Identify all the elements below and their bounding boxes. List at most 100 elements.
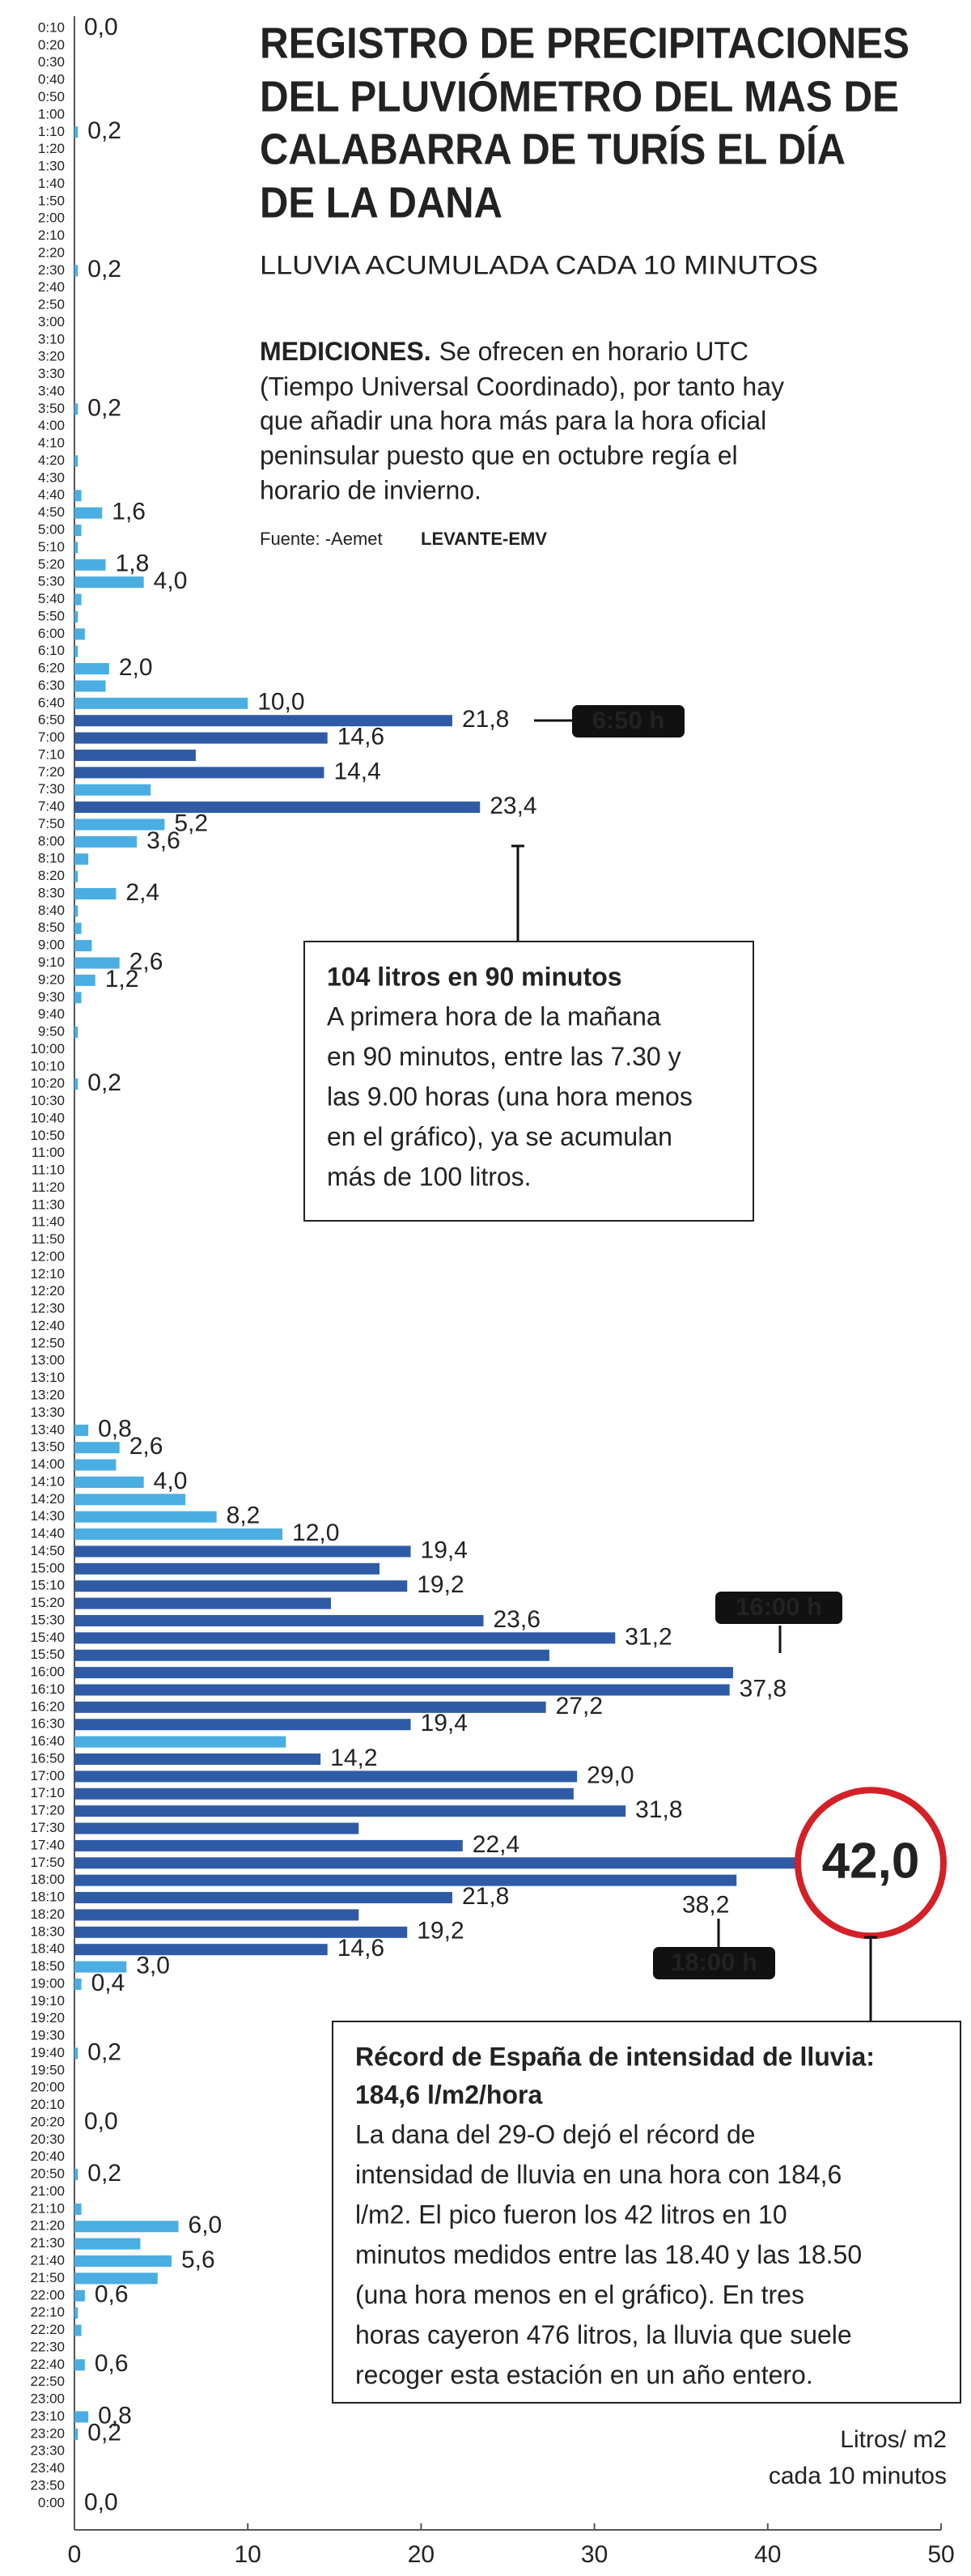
bar bbox=[74, 1874, 737, 1886]
y-tick-label: 13:30 bbox=[30, 1405, 65, 1420]
y-tick-label: 3:50 bbox=[38, 401, 65, 416]
value-label: 1,6 bbox=[112, 499, 146, 525]
value-label: 1,2 bbox=[105, 966, 139, 993]
y-tick-label: 6:40 bbox=[38, 695, 65, 710]
y-tick-label: 12:50 bbox=[30, 1335, 65, 1350]
value-label: 5,2 bbox=[174, 810, 208, 836]
value-label: 31,2 bbox=[625, 1623, 672, 1650]
y-tick-label: 20:30 bbox=[30, 2132, 65, 2147]
y-tick-label: 10:20 bbox=[30, 1076, 65, 1091]
y-tick-label: 1:20 bbox=[38, 141, 65, 156]
y-tick-label: 2:30 bbox=[38, 262, 65, 278]
bar bbox=[74, 888, 117, 899]
bar bbox=[74, 1424, 89, 1436]
bar bbox=[74, 1597, 332, 1609]
y-tick-label: 10:50 bbox=[30, 1128, 65, 1143]
y-tick-label: 5:20 bbox=[38, 556, 65, 572]
y-tick-label: 3:40 bbox=[38, 383, 65, 398]
value-label: 0,2 bbox=[87, 2038, 121, 2065]
bar bbox=[74, 525, 82, 537]
note-title: Récord de España de intensidad de lluvia… bbox=[355, 2042, 875, 2071]
y-tick-label: 16:40 bbox=[30, 1733, 65, 1749]
value-label: 14,2 bbox=[330, 1745, 377, 1771]
bar bbox=[74, 1476, 144, 1488]
callout-box bbox=[715, 1592, 842, 1624]
value-label: 4,0 bbox=[154, 1468, 188, 1494]
note-box bbox=[332, 2021, 961, 2404]
bar bbox=[74, 1614, 484, 1626]
note-box bbox=[303, 941, 754, 1222]
y-tick-label: 14:50 bbox=[30, 1543, 65, 1558]
bar bbox=[74, 628, 85, 640]
bar bbox=[74, 576, 144, 589]
y-tick-label: 16:10 bbox=[30, 1681, 65, 1697]
bar bbox=[74, 1944, 328, 1956]
y-tick-label: 15:00 bbox=[30, 1560, 65, 1575]
bar bbox=[74, 749, 196, 761]
bar bbox=[74, 265, 78, 277]
bar bbox=[74, 1562, 379, 1575]
note-title: 184,6 l/m2/hora bbox=[355, 2080, 542, 2109]
value-label: 3,6 bbox=[146, 827, 180, 854]
y-tick-label: 5:10 bbox=[38, 539, 65, 555]
y-tick-label: 14:10 bbox=[30, 1473, 65, 1489]
bar bbox=[74, 559, 106, 571]
note-text: (una hora menos en el gráfico). En tres bbox=[355, 2280, 804, 2309]
y-tick-label: 0:20 bbox=[38, 37, 65, 53]
note-text: en el gráfico), ya se acumulan bbox=[327, 1122, 672, 1151]
y-tick-label: 4:50 bbox=[38, 504, 65, 520]
y-tick-label: 9:50 bbox=[38, 1024, 65, 1039]
note-text: intensidad de lluvia en una hora con 184… bbox=[355, 2160, 842, 2189]
bar bbox=[74, 940, 92, 952]
callout-label: 6:50 h bbox=[592, 706, 665, 734]
value-label: 12,0 bbox=[292, 1520, 339, 1546]
y-tick-label: 9:30 bbox=[38, 989, 65, 1005]
y-tick-label: 22:00 bbox=[30, 2287, 65, 2302]
y-tick-label: 23:30 bbox=[30, 2443, 65, 2459]
bar bbox=[74, 1078, 78, 1090]
bar bbox=[74, 645, 78, 657]
value-label: 19,2 bbox=[417, 1571, 464, 1598]
y-tick-label: 13:20 bbox=[30, 1388, 65, 1403]
y-tick-label: 6:50 bbox=[38, 712, 65, 728]
bar bbox=[74, 1926, 408, 1938]
value-label: 14,4 bbox=[333, 758, 380, 784]
value-label: 0,6 bbox=[95, 2281, 129, 2308]
bar bbox=[74, 2203, 82, 2215]
y-tick-label: 23:10 bbox=[30, 2408, 65, 2424]
y-tick-label: 15:30 bbox=[30, 1612, 65, 1627]
bar bbox=[74, 1494, 186, 1506]
bar bbox=[74, 835, 138, 848]
bar bbox=[74, 905, 78, 917]
y-tick-label: 20:10 bbox=[30, 2097, 65, 2112]
y-tick-label: 18:00 bbox=[30, 1872, 65, 1887]
value-label: 0,6 bbox=[95, 2350, 129, 2377]
note-text: horas cayeron 476 litros, la lluvia que … bbox=[355, 2320, 852, 2349]
value-label: 0,2 bbox=[87, 117, 121, 144]
bar bbox=[74, 542, 78, 554]
record-label: 42,0 bbox=[822, 1834, 920, 1889]
y-tick-label: 18:20 bbox=[30, 1906, 65, 1922]
value-label: 4,0 bbox=[154, 567, 188, 594]
note-text: A primera hora de la mañana bbox=[327, 1001, 661, 1031]
bar bbox=[74, 1770, 578, 1783]
description-line: (Tiempo Universal Coordinado), por tanto… bbox=[260, 372, 784, 401]
y-tick-label: 5:30 bbox=[38, 574, 65, 589]
description-line: MEDICIONES. Se ofrecen en horario UTC bbox=[260, 337, 748, 366]
y-tick-label: 6:00 bbox=[38, 626, 65, 641]
value-label: 0,2 bbox=[87, 394, 121, 421]
y-tick-label: 22:50 bbox=[30, 2374, 65, 2389]
callout-box bbox=[653, 1947, 775, 1979]
value-label: 27,2 bbox=[556, 1693, 603, 1719]
brand: LEVANTE-EMV bbox=[421, 529, 547, 549]
bar bbox=[74, 2428, 78, 2440]
bar bbox=[74, 715, 452, 727]
note-text: La dana del 29-O dejó el récord de bbox=[355, 2119, 756, 2149]
y-tick-label: 18:10 bbox=[30, 1889, 65, 1905]
bar bbox=[74, 1459, 117, 1471]
bar bbox=[74, 2272, 158, 2285]
value-label: 0,0 bbox=[84, 2108, 118, 2135]
y-tick-label: 3:20 bbox=[38, 349, 65, 364]
y-tick-label: 15:10 bbox=[30, 1578, 65, 1593]
y-tick-label: 9:20 bbox=[38, 971, 65, 987]
